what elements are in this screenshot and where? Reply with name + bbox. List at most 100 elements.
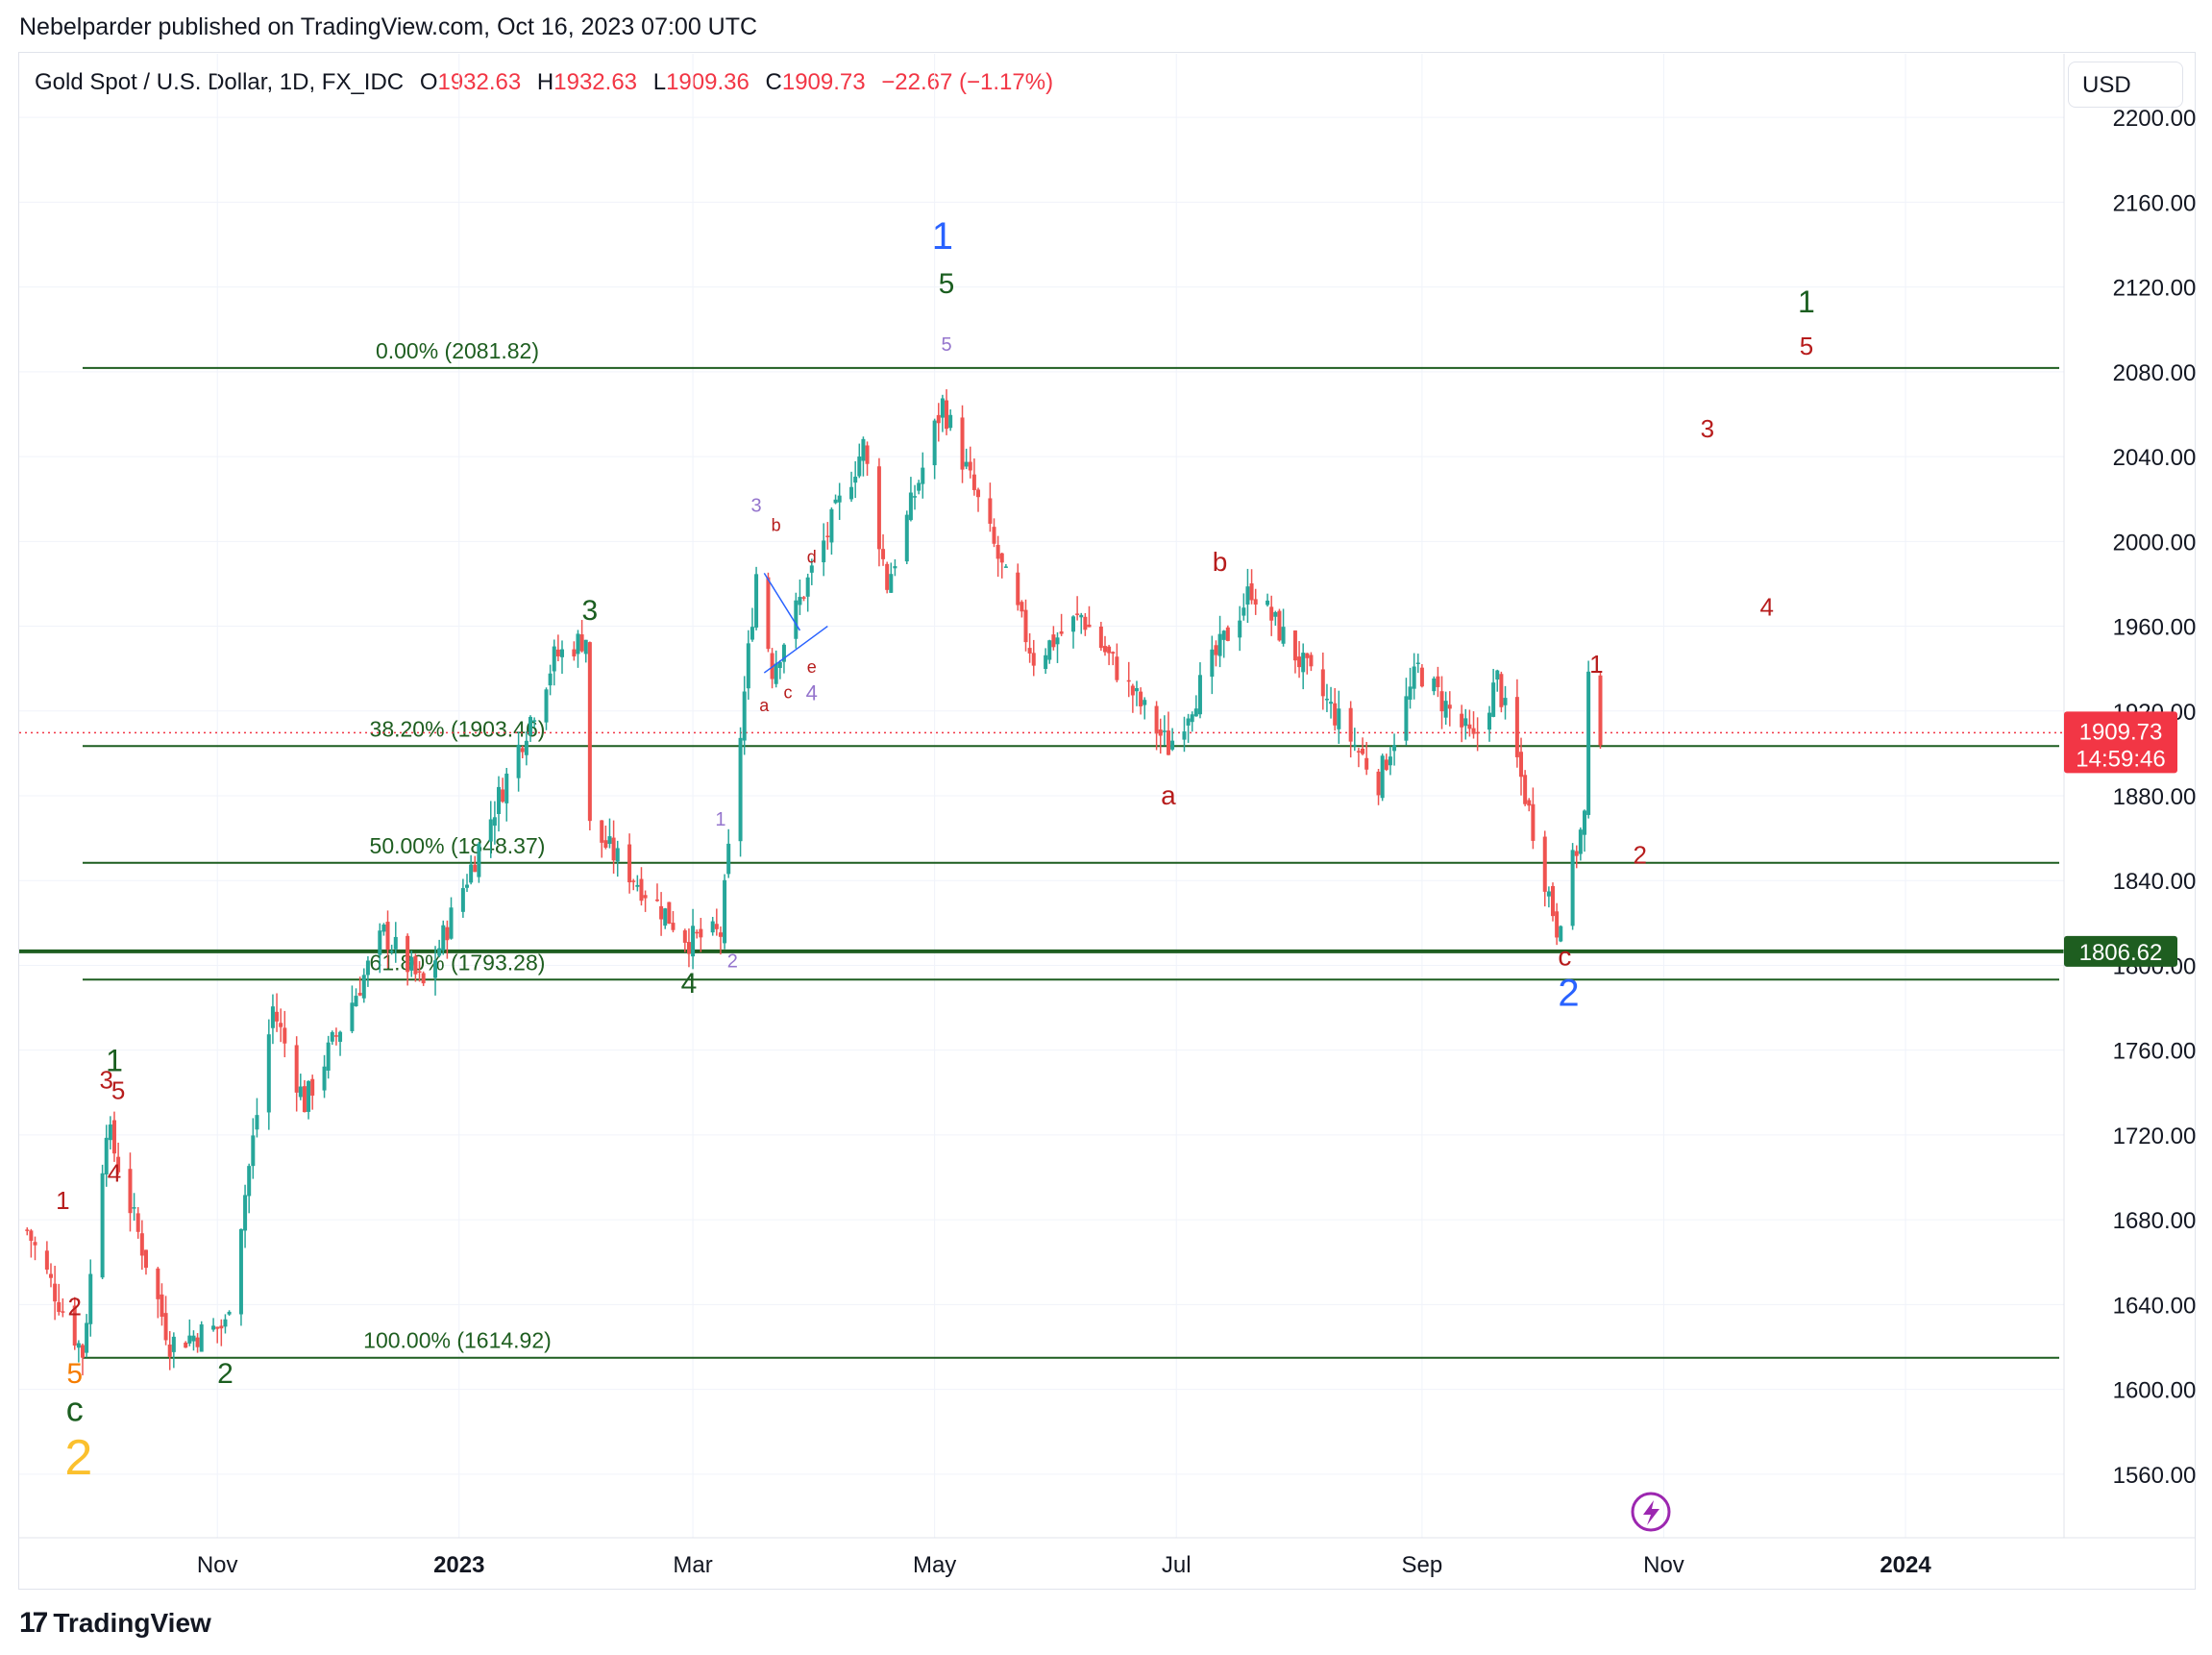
candle-body (750, 627, 754, 640)
candle-body (643, 895, 648, 899)
candle-body (1329, 702, 1334, 704)
price-tick-label: 1880.00 (2113, 784, 2197, 810)
candle-body (1130, 685, 1135, 696)
candle-body (406, 935, 410, 973)
candle-body (544, 689, 549, 723)
wave-label: 3 (582, 595, 599, 627)
horizontal-level[interactable] (19, 731, 2064, 953)
candle-body (1079, 614, 1084, 618)
candle-body (251, 1135, 256, 1167)
candle-body (1221, 630, 1226, 640)
candle-body (85, 1322, 89, 1353)
candle-body (1070, 616, 1075, 632)
candle-body (885, 563, 890, 590)
candle-body (275, 1011, 280, 1022)
candle-body (1245, 586, 1250, 605)
candle-body (822, 540, 826, 563)
candle-body (302, 1086, 307, 1113)
candle-body (1107, 646, 1112, 654)
wave-label: 4 (1759, 593, 1773, 622)
candle-body (603, 840, 608, 848)
wave-label: 5 (941, 334, 951, 356)
last-price-value: 1909.73 (2079, 719, 2163, 745)
price-tick-label: 1680.00 (2113, 1208, 2197, 1234)
candle-body (1598, 675, 1603, 746)
candle-body (61, 1311, 65, 1313)
wave-label: 4 (681, 968, 698, 1000)
time-tick-label: Sep (1402, 1552, 1443, 1578)
wave-label: 5 (1800, 332, 1813, 360)
candle-body (389, 951, 394, 952)
candle-body (718, 932, 723, 937)
price-axis[interactable]: 2200.00 2160.00 2120.00 2080.00 2040.00 2000.… (2063, 54, 2197, 1538)
candle-body (330, 1031, 334, 1042)
candle-body (1531, 803, 1536, 841)
fib-level-label: 61.80% (1793.28) (370, 950, 546, 975)
candle-body (33, 1242, 37, 1246)
candle-body (488, 819, 493, 842)
candle-body (1111, 652, 1116, 655)
time-axis[interactable]: Nov 2023 Mar May Jul Sep Nov 2024 (19, 1537, 2196, 1578)
wave-label: 2 (1633, 841, 1646, 870)
alert-icon-group[interactable] (1631, 1492, 1671, 1532)
candle-body (1143, 700, 1147, 705)
candle-body (199, 1324, 204, 1352)
candle-body (524, 740, 528, 755)
candle-body (600, 820, 604, 843)
candle-body (1139, 691, 1143, 707)
candle-body (995, 544, 1000, 559)
level-price-badge (2064, 935, 2177, 967)
candle-body (579, 634, 584, 652)
candle-body (1305, 653, 1310, 658)
triangle-line[interactable] (763, 573, 801, 631)
wave-label: 1 (106, 1044, 123, 1078)
candle-body (631, 880, 636, 882)
candle-body (1083, 616, 1088, 630)
wave-label: a (1161, 780, 1176, 810)
candle-body (611, 837, 616, 861)
close-label: C (765, 69, 782, 95)
candle-body (469, 864, 474, 883)
candle-body (1003, 566, 1008, 568)
price-tick-label: 1640.00 (2113, 1293, 2197, 1319)
triangle-line[interactable] (763, 625, 828, 674)
wave-label: 1 (1798, 284, 1815, 319)
candle-body (639, 878, 644, 902)
candle-body (350, 1002, 355, 1031)
open-value: 1932.63 (437, 69, 522, 95)
candle-body (160, 1294, 164, 1318)
price-tick-label: 1560.00 (2113, 1463, 2197, 1489)
candle-body (1463, 718, 1468, 727)
symbol-name[interactable]: Gold Spot / U.S. Dollar, 1D, FX_IDC (35, 69, 405, 95)
wave-label: b (772, 515, 781, 534)
candle-body (247, 1166, 252, 1197)
candle-body (1186, 718, 1191, 726)
high-label: H (536, 69, 554, 95)
lightning-icon[interactable] (1631, 1492, 1671, 1532)
candle-body (1249, 582, 1254, 601)
candle-body (441, 925, 446, 951)
wave-label: 5 (939, 268, 955, 300)
candle-body (163, 1313, 168, 1341)
fibonacci-retracement[interactable]: 0.00% (2081.82) 38.20% (1903.46) 50.00% (1… (82, 338, 2059, 1359)
chart-frame (18, 52, 2196, 1590)
candle-body (559, 649, 564, 657)
currency-button[interactable]: USD (2068, 62, 2183, 108)
triangle-drawing[interactable] (763, 573, 828, 674)
candle-body (1031, 653, 1036, 666)
candle-body (1415, 662, 1420, 664)
candle-body (1499, 674, 1504, 707)
candle-body (215, 1326, 220, 1329)
candle-body (413, 955, 418, 975)
candle-body (1158, 729, 1163, 736)
candle-body (473, 864, 478, 873)
candle-body (1281, 627, 1286, 644)
tradingview-logo[interactable]: 17 TradingView (19, 1607, 211, 1640)
candle-body (940, 398, 945, 418)
candle-body (682, 930, 687, 943)
candle-body (798, 597, 802, 605)
candle-body (460, 888, 465, 912)
candle-body (1376, 771, 1381, 796)
